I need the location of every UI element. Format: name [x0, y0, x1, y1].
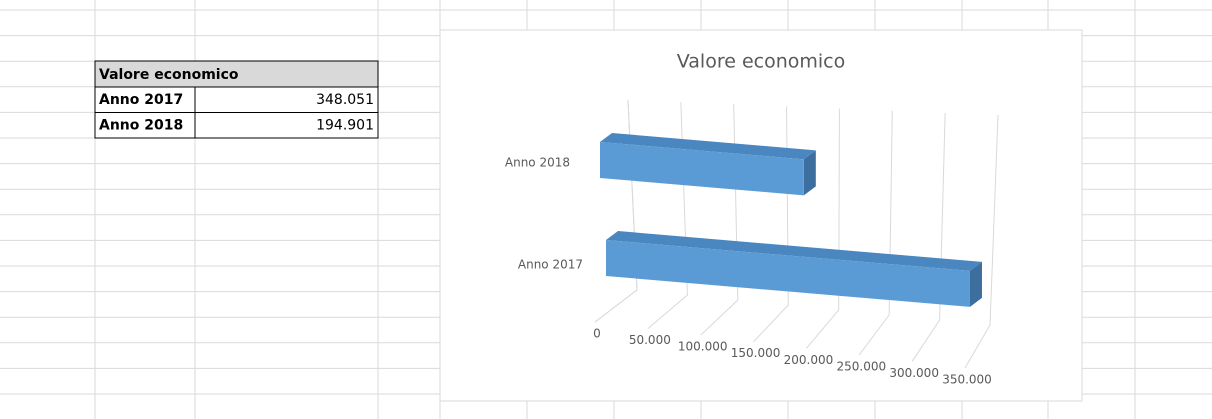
grid-line [964, 114, 999, 369]
bar [606, 231, 982, 307]
bar [600, 133, 816, 196]
bar-side [803, 150, 816, 196]
row-value: 348.051 [316, 92, 374, 108]
bar-front [600, 142, 804, 196]
chart-area [439, 29, 1083, 402]
bar-front [606, 240, 970, 307]
chart-title: Valore economico [677, 51, 845, 73]
grid-line [858, 110, 893, 356]
grid-line [911, 112, 946, 362]
table-title: Valore economico [99, 67, 239, 83]
x-tick-label: 300.000 [889, 366, 939, 380]
x-tick-label: 0 [593, 327, 601, 341]
x-tick-label: 350.000 [942, 373, 992, 387]
bar-side [969, 261, 982, 307]
chart: 0 50.000 100.000 150.000 200.000 250.000 300.0… [505, 99, 999, 387]
x-tick-label: 200.000 [784, 353, 834, 367]
y-tick-label: Anno 2017 [518, 258, 583, 272]
row-label: Anno 2018 [99, 118, 183, 134]
data-table: Valore economico Anno 2017 348.051 Anno 20… [94, 60, 379, 139]
x-tick-label: 150.000 [731, 346, 781, 360]
row-label: Anno 2017 [99, 92, 183, 108]
x-tick-label: 250.000 [836, 359, 886, 373]
bar-top [600, 133, 816, 160]
x-tick-label: 100.000 [678, 340, 728, 354]
row-value: 194.901 [316, 118, 374, 134]
table-cell [194, 112, 379, 139]
x-tick-label: 50.000 [629, 333, 671, 347]
bar-top [606, 231, 982, 271]
y-tick-label: Anno 2018 [505, 156, 570, 170]
grid-line [806, 108, 840, 349]
table-cell [94, 112, 196, 139]
table-header-cell [94, 60, 379, 88]
